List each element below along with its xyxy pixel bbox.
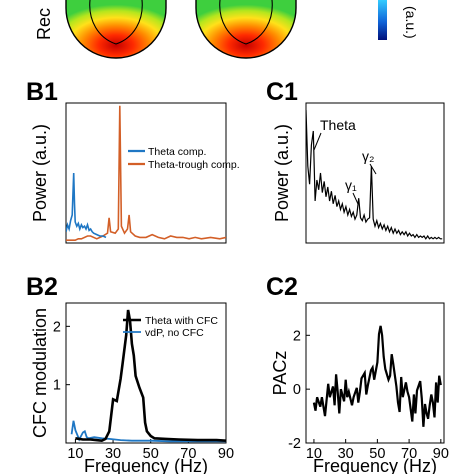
c2-x-tick-label: 90 xyxy=(433,446,449,462)
b2-y-tick-label: 1 xyxy=(53,378,61,394)
topomaps-strip: Rec (a.u.) xyxy=(34,0,419,59)
c2-x-tick-label: 50 xyxy=(369,446,385,462)
b1-ylabel: Power (a.u.) xyxy=(30,124,50,222)
topomap-right xyxy=(195,0,297,59)
c2-y-tick-label: -2 xyxy=(288,436,301,452)
panel-label-b1: B1 xyxy=(26,78,58,106)
c2-x-tick-label: 70 xyxy=(401,446,417,462)
b2-y-ticks: 12 xyxy=(53,319,70,394)
c1-annotation-gamma2-arrow xyxy=(369,163,377,175)
c1-annotations: Theta γ₂ γ₁ xyxy=(313,117,377,205)
c1-plot-area xyxy=(306,109,443,240)
b2-xlabel: Frequency (Hz) xyxy=(84,456,208,474)
b1-axes-box xyxy=(65,102,227,244)
b2-axes-box xyxy=(65,302,227,444)
c1-ylabel: Power (a.u.) xyxy=(272,124,292,222)
c2-y-tick-label: 0 xyxy=(293,382,301,398)
panel-c1: C1 Power (a.u.) Theta γ₂ γ₁ xyxy=(266,78,445,244)
c2-y-tick-label: 2 xyxy=(293,328,301,344)
c2-xlabel: Frequency (Hz) xyxy=(313,456,437,474)
b2-x-tick-label: 50 xyxy=(143,446,159,462)
b2-x-tick-label: 10 xyxy=(67,446,83,462)
c2-axes-box xyxy=(305,302,445,444)
b2-legend-label-theta: Theta with CFC xyxy=(145,315,218,327)
b2-x-tick-label: 30 xyxy=(105,446,121,462)
c1-annotation-gamma1: γ₁ xyxy=(345,177,357,193)
b1-legend-label-trough: Theta-trough comp. xyxy=(148,159,240,171)
b1-legend: Theta comp. Theta-trough comp. xyxy=(128,146,240,171)
c1-annotation-gamma2: γ₂ xyxy=(362,148,374,164)
c1-annotation-gamma1-arrow xyxy=(352,192,359,205)
c2-y-ticks: -2 0 2 xyxy=(288,328,310,452)
row-label: Rec xyxy=(34,8,54,40)
c2-plot-area xyxy=(312,325,442,427)
b1-series-trough-line xyxy=(66,105,226,241)
panel-label-c2: C2 xyxy=(266,273,298,301)
c2-x-tick-label: 30 xyxy=(338,446,354,462)
colorbar: (a.u.) xyxy=(378,0,419,40)
b2-ylabel: CFC modulation xyxy=(30,308,50,438)
panel-label-b2: B2 xyxy=(26,273,58,301)
b2-x-tick-label: 70 xyxy=(180,446,196,462)
b1-series-theta-line xyxy=(66,172,107,239)
topomap-left xyxy=(65,0,167,59)
c2-series-pacz-line xyxy=(312,325,442,427)
panel-b2: B2 CFC modulation Frequency (Hz) 10 30 50 7… xyxy=(26,273,234,474)
b1-plot-area xyxy=(66,105,226,241)
c1-annotation-theta: Theta xyxy=(320,117,356,133)
c2-x-tick-label: 10 xyxy=(306,446,322,462)
b2-legend: Theta with CFC vdP, no CFC xyxy=(123,315,218,339)
c1-series-power-line xyxy=(306,109,443,240)
b2-x-tick-label: 90 xyxy=(218,446,234,462)
b2-series-vdp-line xyxy=(70,420,226,443)
b2-y-tick-label: 2 xyxy=(53,319,61,335)
c1-axes-box xyxy=(305,102,445,244)
b1-legend-label-theta: Theta comp. xyxy=(148,146,206,158)
panel-label-c1: C1 xyxy=(266,78,298,106)
c2-ylabel: PACz xyxy=(270,351,290,396)
c1-annotation-theta-arrow xyxy=(313,132,322,151)
b2-legend-label-vdp: vdP, no CFC xyxy=(145,327,204,339)
c2-x-ticks: 10 30 50 70 90 xyxy=(306,439,449,462)
panel-b1: B1 Power (a.u.) Theta comp. Theta-trough… xyxy=(26,78,240,244)
colorbar-unit-label: (a.u.) xyxy=(403,6,419,39)
b2-x-ticks: 10 30 50 70 90 xyxy=(67,439,234,462)
panel-c2: C2 PACz Frequency (Hz) 10 30 50 70 90 -2 0 2 xyxy=(266,273,449,474)
